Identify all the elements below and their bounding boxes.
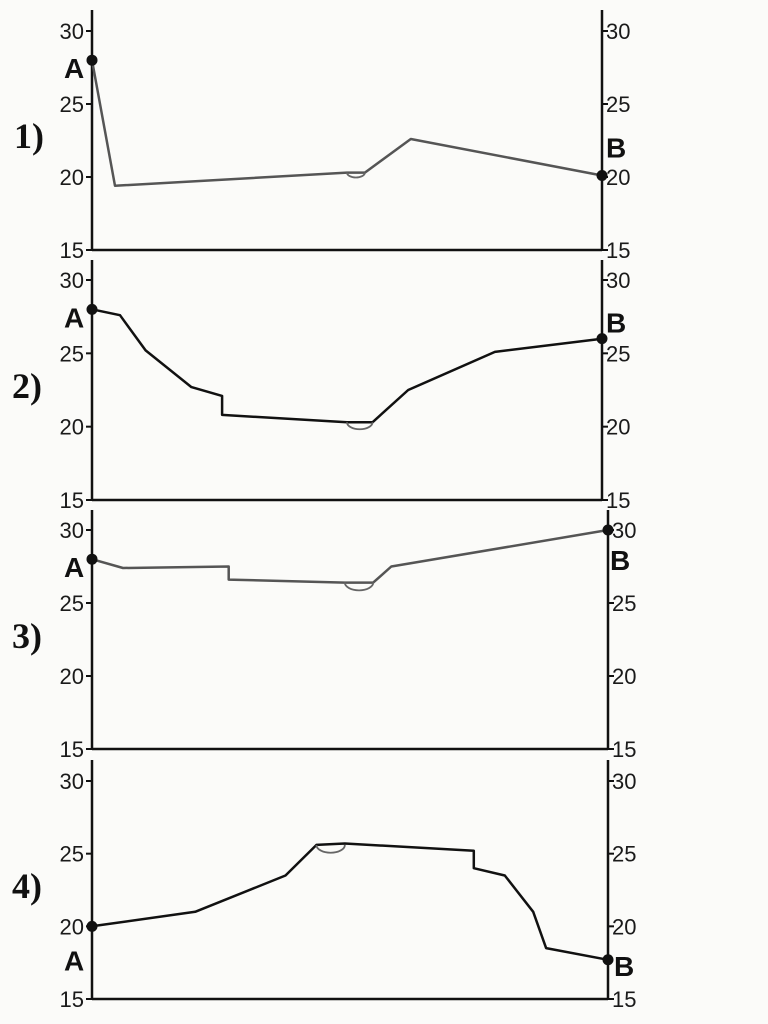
left-tick-label: 15 bbox=[60, 238, 84, 263]
right-tick-label: 15 bbox=[606, 488, 630, 513]
right-tick-label: 20 bbox=[606, 415, 630, 440]
left-tick-label: 30 bbox=[60, 268, 84, 293]
right-tick-label: 30 bbox=[612, 518, 636, 543]
start-label: A bbox=[64, 53, 84, 84]
chart-2: 15 15 20 20 25 25 30 30 A B 2) bbox=[12, 260, 630, 513]
dip-arc bbox=[315, 844, 346, 854]
right-tick-label: 15 bbox=[606, 238, 630, 263]
right-tick-label: 25 bbox=[606, 92, 630, 117]
end-label: B bbox=[614, 951, 634, 982]
dip-arc bbox=[346, 172, 366, 179]
dip-arc bbox=[343, 582, 375, 592]
start-label: A bbox=[64, 945, 84, 976]
left-tick-label: 25 bbox=[60, 92, 84, 117]
profile-line bbox=[91, 528, 609, 584]
left-tick-label: 15 bbox=[60, 987, 84, 1012]
start-point bbox=[86, 920, 98, 932]
right-tick-label: 20 bbox=[612, 664, 636, 689]
right-tick-label: 20 bbox=[612, 914, 636, 939]
start-label: A bbox=[64, 552, 84, 583]
chart-number-label: 4) bbox=[12, 866, 42, 906]
right-tick-label: 25 bbox=[612, 842, 636, 867]
right-tick-label: 30 bbox=[606, 19, 630, 44]
start-label: A bbox=[64, 302, 84, 333]
left-tick-label: 15 bbox=[60, 488, 84, 513]
right-tick-label: 30 bbox=[612, 769, 636, 794]
end-point bbox=[602, 954, 614, 966]
end-label: B bbox=[606, 133, 626, 164]
right-tick-label: 15 bbox=[612, 987, 636, 1012]
left-tick-label: 20 bbox=[60, 914, 84, 939]
left-tick-label: 30 bbox=[60, 518, 84, 543]
profile-line bbox=[90, 59, 603, 188]
left-tick-label: 25 bbox=[60, 842, 84, 867]
start-point bbox=[86, 553, 98, 565]
left-tick-label: 30 bbox=[60, 19, 84, 44]
start-point bbox=[86, 303, 98, 315]
right-tick-label: 30 bbox=[606, 268, 630, 293]
profile-line bbox=[91, 308, 603, 424]
left-tick-label: 20 bbox=[60, 415, 84, 440]
dip-arc bbox=[346, 422, 374, 431]
right-tick-label: 20 bbox=[606, 165, 630, 190]
end-point bbox=[596, 333, 608, 345]
chart-number-label: 2) bbox=[12, 366, 42, 406]
chart-number-label: 3) bbox=[12, 616, 42, 656]
chart-1: 15 15 20 20 25 25 30 30 A B 1) bbox=[14, 10, 630, 263]
end-label: B bbox=[606, 308, 626, 339]
end-point bbox=[596, 170, 608, 182]
right-tick-label: 25 bbox=[606, 341, 630, 366]
start-point bbox=[86, 54, 98, 66]
end-point bbox=[602, 524, 614, 536]
left-tick-label: 30 bbox=[60, 769, 84, 794]
left-tick-label: 25 bbox=[60, 591, 84, 616]
left-tick-label: 20 bbox=[60, 664, 84, 689]
left-tick-label: 20 bbox=[60, 165, 84, 190]
left-tick-label: 25 bbox=[60, 341, 84, 366]
right-tick-label: 15 bbox=[612, 737, 636, 762]
left-tick-label: 15 bbox=[60, 737, 84, 762]
profile-line bbox=[91, 842, 609, 962]
chart-number-label: 1) bbox=[14, 116, 44, 156]
chart-3: 15 15 20 20 25 25 30 30 A B 3) bbox=[12, 510, 636, 762]
chart-4: 15 15 20 20 25 25 30 30 A B 4) bbox=[12, 760, 636, 1012]
right-tick-label: 25 bbox=[612, 591, 636, 616]
end-label: B bbox=[610, 545, 630, 576]
